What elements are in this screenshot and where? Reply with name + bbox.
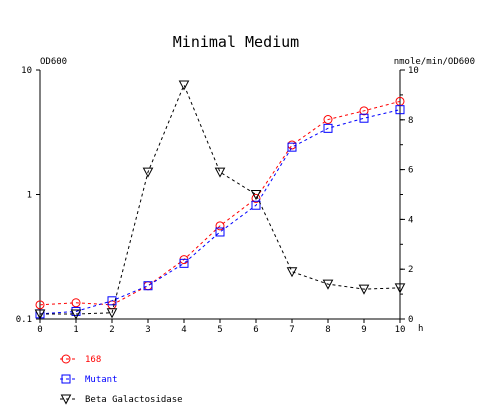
right-tick-label: 4 xyxy=(408,215,413,225)
series-layer xyxy=(34,80,406,320)
legend-label: Mutant xyxy=(85,375,118,385)
x-tick-label: 7 xyxy=(289,325,294,335)
data-point xyxy=(322,279,334,290)
data-point xyxy=(287,142,297,152)
right-axis-label: nmole/min/OD600 xyxy=(394,57,475,67)
data-point xyxy=(359,106,369,116)
right-tick-label: 0 xyxy=(408,315,413,325)
data-point xyxy=(35,300,45,310)
legend-marker xyxy=(61,354,71,364)
legend-marker xyxy=(60,394,72,405)
series-168 xyxy=(35,96,405,310)
data-point xyxy=(70,309,82,320)
data-point xyxy=(286,267,298,278)
data-point xyxy=(251,200,261,210)
x-tick-label: 3 xyxy=(145,325,150,335)
data-point xyxy=(71,298,81,308)
right-tick-label: 2 xyxy=(408,265,413,275)
series-beta-galactosidase xyxy=(34,80,406,320)
series-line xyxy=(40,83,401,315)
data-point xyxy=(287,140,297,150)
data-point xyxy=(251,193,261,203)
data-point xyxy=(214,167,226,178)
data-point xyxy=(142,167,154,178)
legend-item: Mutant xyxy=(60,374,118,385)
x-tick-label: 10 xyxy=(395,325,406,335)
data-point xyxy=(178,80,190,91)
x-tick-label: 1 xyxy=(73,325,78,335)
data-point xyxy=(250,190,262,201)
left-axis-label: OD600 xyxy=(40,57,67,67)
legend: 168 Mutant Beta Galactosidase xyxy=(60,354,183,405)
legend-marker xyxy=(61,374,71,384)
right-tick-label: 10 xyxy=(408,66,419,76)
data-point xyxy=(323,115,333,125)
legend-item: Beta Galactosidase xyxy=(60,394,183,405)
legend-item: 168 xyxy=(60,354,101,365)
data-point xyxy=(359,113,369,123)
x-tick-label: 8 xyxy=(325,325,330,335)
right-tick-label: 6 xyxy=(408,166,413,176)
chart-title: Minimal Medium xyxy=(173,33,299,51)
data-point xyxy=(143,281,153,291)
left-tick-label: 10 xyxy=(21,66,32,76)
data-point xyxy=(107,296,117,306)
data-point xyxy=(106,308,118,319)
series-line xyxy=(39,109,401,315)
right-tick-label: 8 xyxy=(408,116,413,126)
left-tick-label: 1 xyxy=(27,191,32,201)
x-axis-unit: h xyxy=(418,324,423,334)
legend-label: Beta Galactosidase xyxy=(85,395,183,405)
data-point xyxy=(323,123,333,133)
x-tick-label: 4 xyxy=(181,325,186,335)
series-mutant xyxy=(35,105,405,319)
data-point xyxy=(179,258,189,268)
x-tick-label: 2 xyxy=(109,325,114,335)
series-line xyxy=(39,100,401,306)
data-point xyxy=(358,284,370,295)
left-tick-label: 0.1 xyxy=(16,315,32,325)
x-tick-label: 6 xyxy=(253,325,258,335)
data-point xyxy=(394,283,406,294)
x-tick-label: 9 xyxy=(361,325,366,335)
x-tick-label: 5 xyxy=(217,325,222,335)
x-tick-label: 0 xyxy=(37,325,42,335)
data-point xyxy=(395,105,405,115)
legend-label: 168 xyxy=(85,355,101,365)
data-point xyxy=(215,227,225,237)
data-point xyxy=(143,281,153,291)
data-point xyxy=(34,309,46,320)
data-point xyxy=(215,221,225,231)
